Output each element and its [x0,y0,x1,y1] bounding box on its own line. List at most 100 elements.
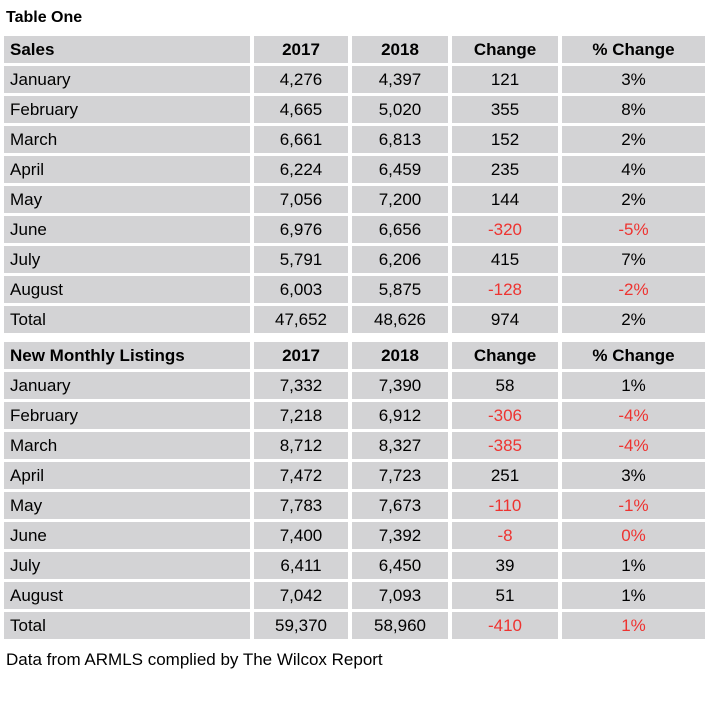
table-row: July 6,411 6,450 39 1% [4,552,705,579]
value-cell: 7,390 [352,372,448,399]
value-cell: 8,327 [352,432,448,459]
value-cell: 6,411 [254,552,348,579]
table-row: August 7,042 7,093 51 1% [4,582,705,609]
value-cell: -385 [452,432,558,459]
value-cell: 251 [452,462,558,489]
value-cell: 144 [452,186,558,213]
value-cell: 235 [452,156,558,183]
table-row: January 4,276 4,397 121 3% [4,66,705,93]
value-cell: 4,397 [352,66,448,93]
value-cell: 58 [452,372,558,399]
row-label: Total [4,306,250,333]
source-attribution: Data from ARMLS complied by The Wilcox R… [6,650,383,669]
value-cell: 6,206 [352,246,448,273]
value-cell: 2% [562,126,705,153]
value-cell: -4% [562,402,705,429]
row-label: August [4,582,250,609]
new-monthly-listings-table: New Monthly Listings 2017 2018 Change % … [4,342,705,639]
value-cell: 3% [562,66,705,93]
value-cell: 7,472 [254,462,348,489]
value-cell: 6,003 [254,276,348,303]
table-row: March 6,661 6,813 152 2% [4,126,705,153]
value-cell: -320 [452,216,558,243]
sales-table: Sales 2017 2018 Change % Change January 4… [4,36,705,333]
value-cell: 7,332 [254,372,348,399]
col-header-2017: 2017 [254,342,348,369]
sales-section-label: Sales [4,36,250,63]
value-cell: 7,218 [254,402,348,429]
value-cell: -306 [452,402,558,429]
value-cell: 7,056 [254,186,348,213]
value-cell: 48,626 [352,306,448,333]
value-cell: 7,783 [254,492,348,519]
value-cell: 974 [452,306,558,333]
value-cell: -128 [452,276,558,303]
row-label: January [4,372,250,399]
value-cell: 7,200 [352,186,448,213]
row-label: June [4,522,250,549]
value-cell: 121 [452,66,558,93]
table-row: April 7,472 7,723 251 3% [4,462,705,489]
value-cell: 4% [562,156,705,183]
sales-header-row: Sales 2017 2018 Change % Change [4,36,705,63]
row-label: May [4,186,250,213]
total-row: Total 47,652 48,626 974 2% [4,306,705,333]
value-cell: 7% [562,246,705,273]
value-cell: 152 [452,126,558,153]
value-cell: 5,875 [352,276,448,303]
value-cell: 4,276 [254,66,348,93]
page: Table One Sales 2017 2018 Change % Chang… [4,9,705,669]
row-label: January [4,66,250,93]
value-cell: 6,661 [254,126,348,153]
value-cell: -110 [452,492,558,519]
value-cell: 2% [562,306,705,333]
col-header-change: Change [452,342,558,369]
table-row: February 4,665 5,020 355 8% [4,96,705,123]
value-cell: 7,723 [352,462,448,489]
value-cell: 0% [562,522,705,549]
value-cell: 7,042 [254,582,348,609]
col-header-pct-change: % Change [562,342,705,369]
row-label: July [4,552,250,579]
value-cell: 8,712 [254,432,348,459]
value-cell: 51 [452,582,558,609]
row-label: March [4,126,250,153]
value-cell: 6,912 [352,402,448,429]
table-row: July 5,791 6,206 415 7% [4,246,705,273]
value-cell: 4,665 [254,96,348,123]
value-cell: 7,392 [352,522,448,549]
sales-rows: January 4,276 4,397 121 3% February 4,665 5,020… [4,66,705,333]
table-row: June 6,976 6,656 -320 -5% [4,216,705,243]
value-cell: -4% [562,432,705,459]
value-cell: 58,960 [352,612,448,639]
row-label: April [4,156,250,183]
table-row: March 8,712 8,327 -385 -4% [4,432,705,459]
value-cell: 355 [452,96,558,123]
value-cell: 5,020 [352,96,448,123]
value-cell: -410 [452,612,558,639]
row-label: July [4,246,250,273]
value-cell: 1% [562,552,705,579]
value-cell: 6,976 [254,216,348,243]
value-cell: 5,791 [254,246,348,273]
listings-section-label: New Monthly Listings [4,342,250,369]
listings-header-row: New Monthly Listings 2017 2018 Change % … [4,342,705,369]
col-header-2018: 2018 [352,36,448,63]
value-cell: 7,673 [352,492,448,519]
value-cell: 415 [452,246,558,273]
value-cell: -8 [452,522,558,549]
col-header-2017: 2017 [254,36,348,63]
value-cell: 59,370 [254,612,348,639]
value-cell: 7,400 [254,522,348,549]
row-label: June [4,216,250,243]
value-cell: 1% [562,582,705,609]
value-cell: 8% [562,96,705,123]
table-row: May 7,783 7,673 -110 -1% [4,492,705,519]
table-row: January 7,332 7,390 58 1% [4,372,705,399]
page-title: Table One [6,9,83,26]
value-cell: -1% [562,492,705,519]
value-cell: 1% [562,372,705,399]
row-label: April [4,462,250,489]
value-cell: 6,459 [352,156,448,183]
value-cell: 39 [452,552,558,579]
